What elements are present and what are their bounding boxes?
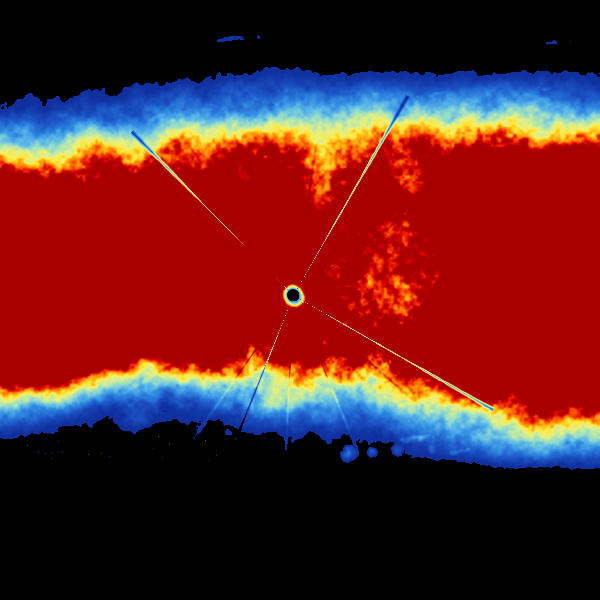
radar-image-viewport: Radar Base Reflectivity: [0, 0, 600, 600]
radar-reflectivity-canvas: [0, 0, 600, 600]
